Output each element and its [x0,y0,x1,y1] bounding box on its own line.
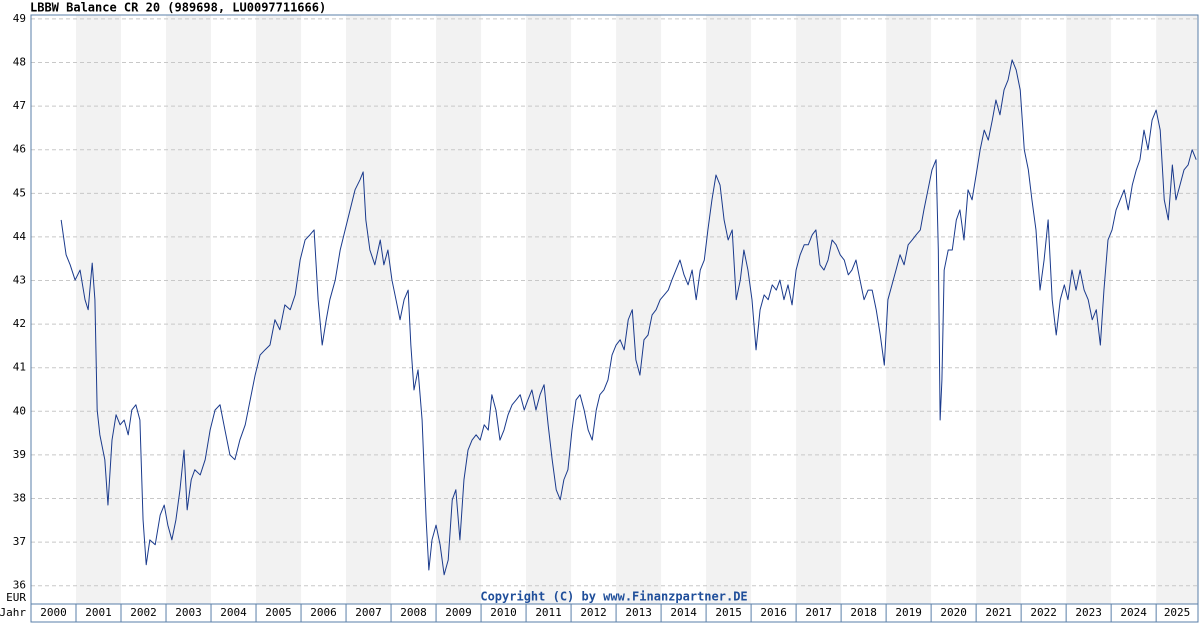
x-tick-label: 2016 [760,606,787,619]
x-tick-label: 2006 [310,606,337,619]
copyright: Copyright (C) by www.Finanzpartner.DE [480,590,747,604]
y-tick-label: 48 [13,56,26,69]
year-band [76,15,122,604]
y-tick-label: 40 [13,404,26,417]
x-tick-label: 2020 [940,606,967,619]
year-band [1156,15,1198,604]
y-tick-label: 44 [13,230,27,243]
year-band [886,15,932,604]
year-band [706,15,752,604]
x-tick-label: 2009 [445,606,472,619]
y-tick-label: 37 [13,535,26,548]
y-tick-label: 46 [13,143,26,156]
x-tick-label: 2003 [175,606,202,619]
year-band [616,15,662,604]
x-tick-label: 2013 [625,606,652,619]
x-tick-label: 2023 [1075,606,1102,619]
x-tick-label: 2001 [85,606,112,619]
x-tick-label: 2008 [400,606,427,619]
x-tick-label: 2000 [40,606,67,619]
year-band [436,15,482,604]
y-tick-label: 49 [13,12,26,25]
year-band [256,15,302,604]
y-axis-unit: EUR [6,591,26,604]
x-tick-label: 2005 [265,606,292,619]
y-tick-label: 43 [13,274,26,287]
y-tick-label: 41 [13,361,26,374]
x-tick-label: 2012 [580,606,607,619]
year-band [346,15,392,604]
x-tick-label: 2002 [130,606,157,619]
y-tick-label: 38 [13,491,26,504]
x-tick-label: 2017 [805,606,832,619]
x-axis-label: Jahr [0,606,26,619]
x-tick-label: 2011 [535,606,562,619]
year-band [166,15,212,604]
year-band [796,15,842,604]
year-band [976,15,1022,604]
x-tick-label: 2025 [1164,606,1191,619]
x-tick-label: 2019 [895,606,922,619]
year-band [1066,15,1112,604]
chart-title: LBBW Balance CR 20 (989698, LU0097711666… [30,1,326,15]
x-tick-label: 2010 [490,606,517,619]
y-tick-label: 42 [13,317,26,330]
y-tick-label: 45 [13,186,26,199]
x-tick-label: 2024 [1120,606,1147,619]
y-tick-label: 36 [13,579,26,592]
year-band [526,15,572,604]
price-line [60,59,1197,576]
y-tick-label: 39 [13,448,26,461]
x-tick-label: 2018 [850,606,877,619]
y-tick-label: 47 [13,99,26,112]
x-tick-label: 2014 [670,606,697,619]
x-tick-label: 2015 [715,606,742,619]
x-tick-label: 2007 [355,606,382,619]
x-tick-label: 2021 [985,606,1012,619]
x-axis-frame [30,603,1199,623]
x-tick-label: 2022 [1030,606,1057,619]
x-tick-label: 2004 [220,606,247,619]
